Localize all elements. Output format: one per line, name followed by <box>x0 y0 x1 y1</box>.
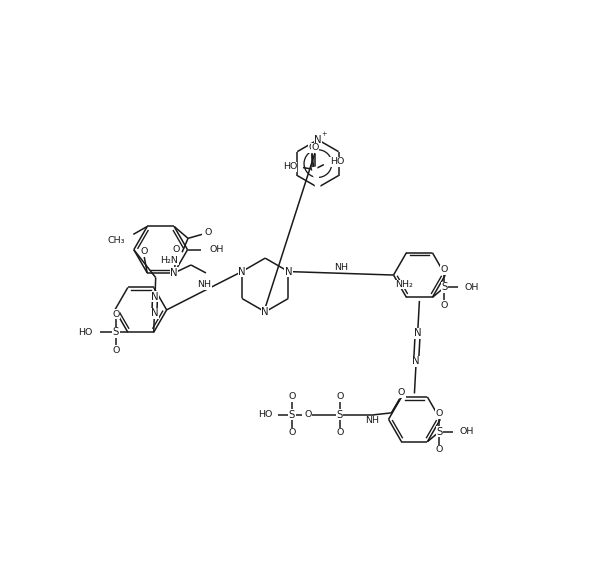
Text: O: O <box>336 392 343 402</box>
Text: O: O <box>112 346 120 354</box>
Text: CH₃: CH₃ <box>108 236 126 245</box>
Text: S: S <box>112 327 119 337</box>
Text: N: N <box>412 356 420 366</box>
Text: HO: HO <box>77 328 92 337</box>
Text: S: S <box>436 427 443 437</box>
Text: O: O <box>398 389 405 398</box>
Text: O: O <box>436 410 443 419</box>
Text: O: O <box>440 301 448 310</box>
Text: O: O <box>173 245 180 253</box>
Text: O: O <box>140 247 148 256</box>
Text: N: N <box>284 266 292 277</box>
Text: O: O <box>289 428 296 437</box>
Text: OH: OH <box>209 245 224 254</box>
Text: HO: HO <box>330 157 345 166</box>
Text: O: O <box>112 310 120 319</box>
Text: OH: OH <box>459 427 474 436</box>
Text: N: N <box>261 307 269 317</box>
Text: O: O <box>289 392 296 402</box>
Text: NH: NH <box>334 263 348 272</box>
Text: NH: NH <box>365 416 378 425</box>
Text: S: S <box>441 282 447 293</box>
Text: N: N <box>414 328 421 339</box>
Text: O: O <box>311 143 318 152</box>
Text: N: N <box>151 308 158 318</box>
Text: NH₂: NH₂ <box>396 280 414 289</box>
Text: +: + <box>321 131 327 137</box>
Text: S: S <box>289 410 295 420</box>
Text: N: N <box>314 135 322 145</box>
Text: O: O <box>436 445 443 454</box>
Text: H₂N: H₂N <box>160 256 178 265</box>
Text: NH: NH <box>198 280 211 289</box>
Text: S: S <box>337 410 343 420</box>
Text: O: O <box>336 428 343 437</box>
Text: O: O <box>304 410 312 419</box>
Text: N: N <box>238 266 246 277</box>
Text: HO: HO <box>283 162 297 171</box>
Text: O: O <box>440 265 448 274</box>
Text: N: N <box>151 292 159 302</box>
Text: O: O <box>204 228 212 237</box>
Text: HO: HO <box>258 410 272 419</box>
Text: N: N <box>170 268 178 278</box>
Text: OH: OH <box>464 283 478 292</box>
Text: O: O <box>308 143 315 152</box>
